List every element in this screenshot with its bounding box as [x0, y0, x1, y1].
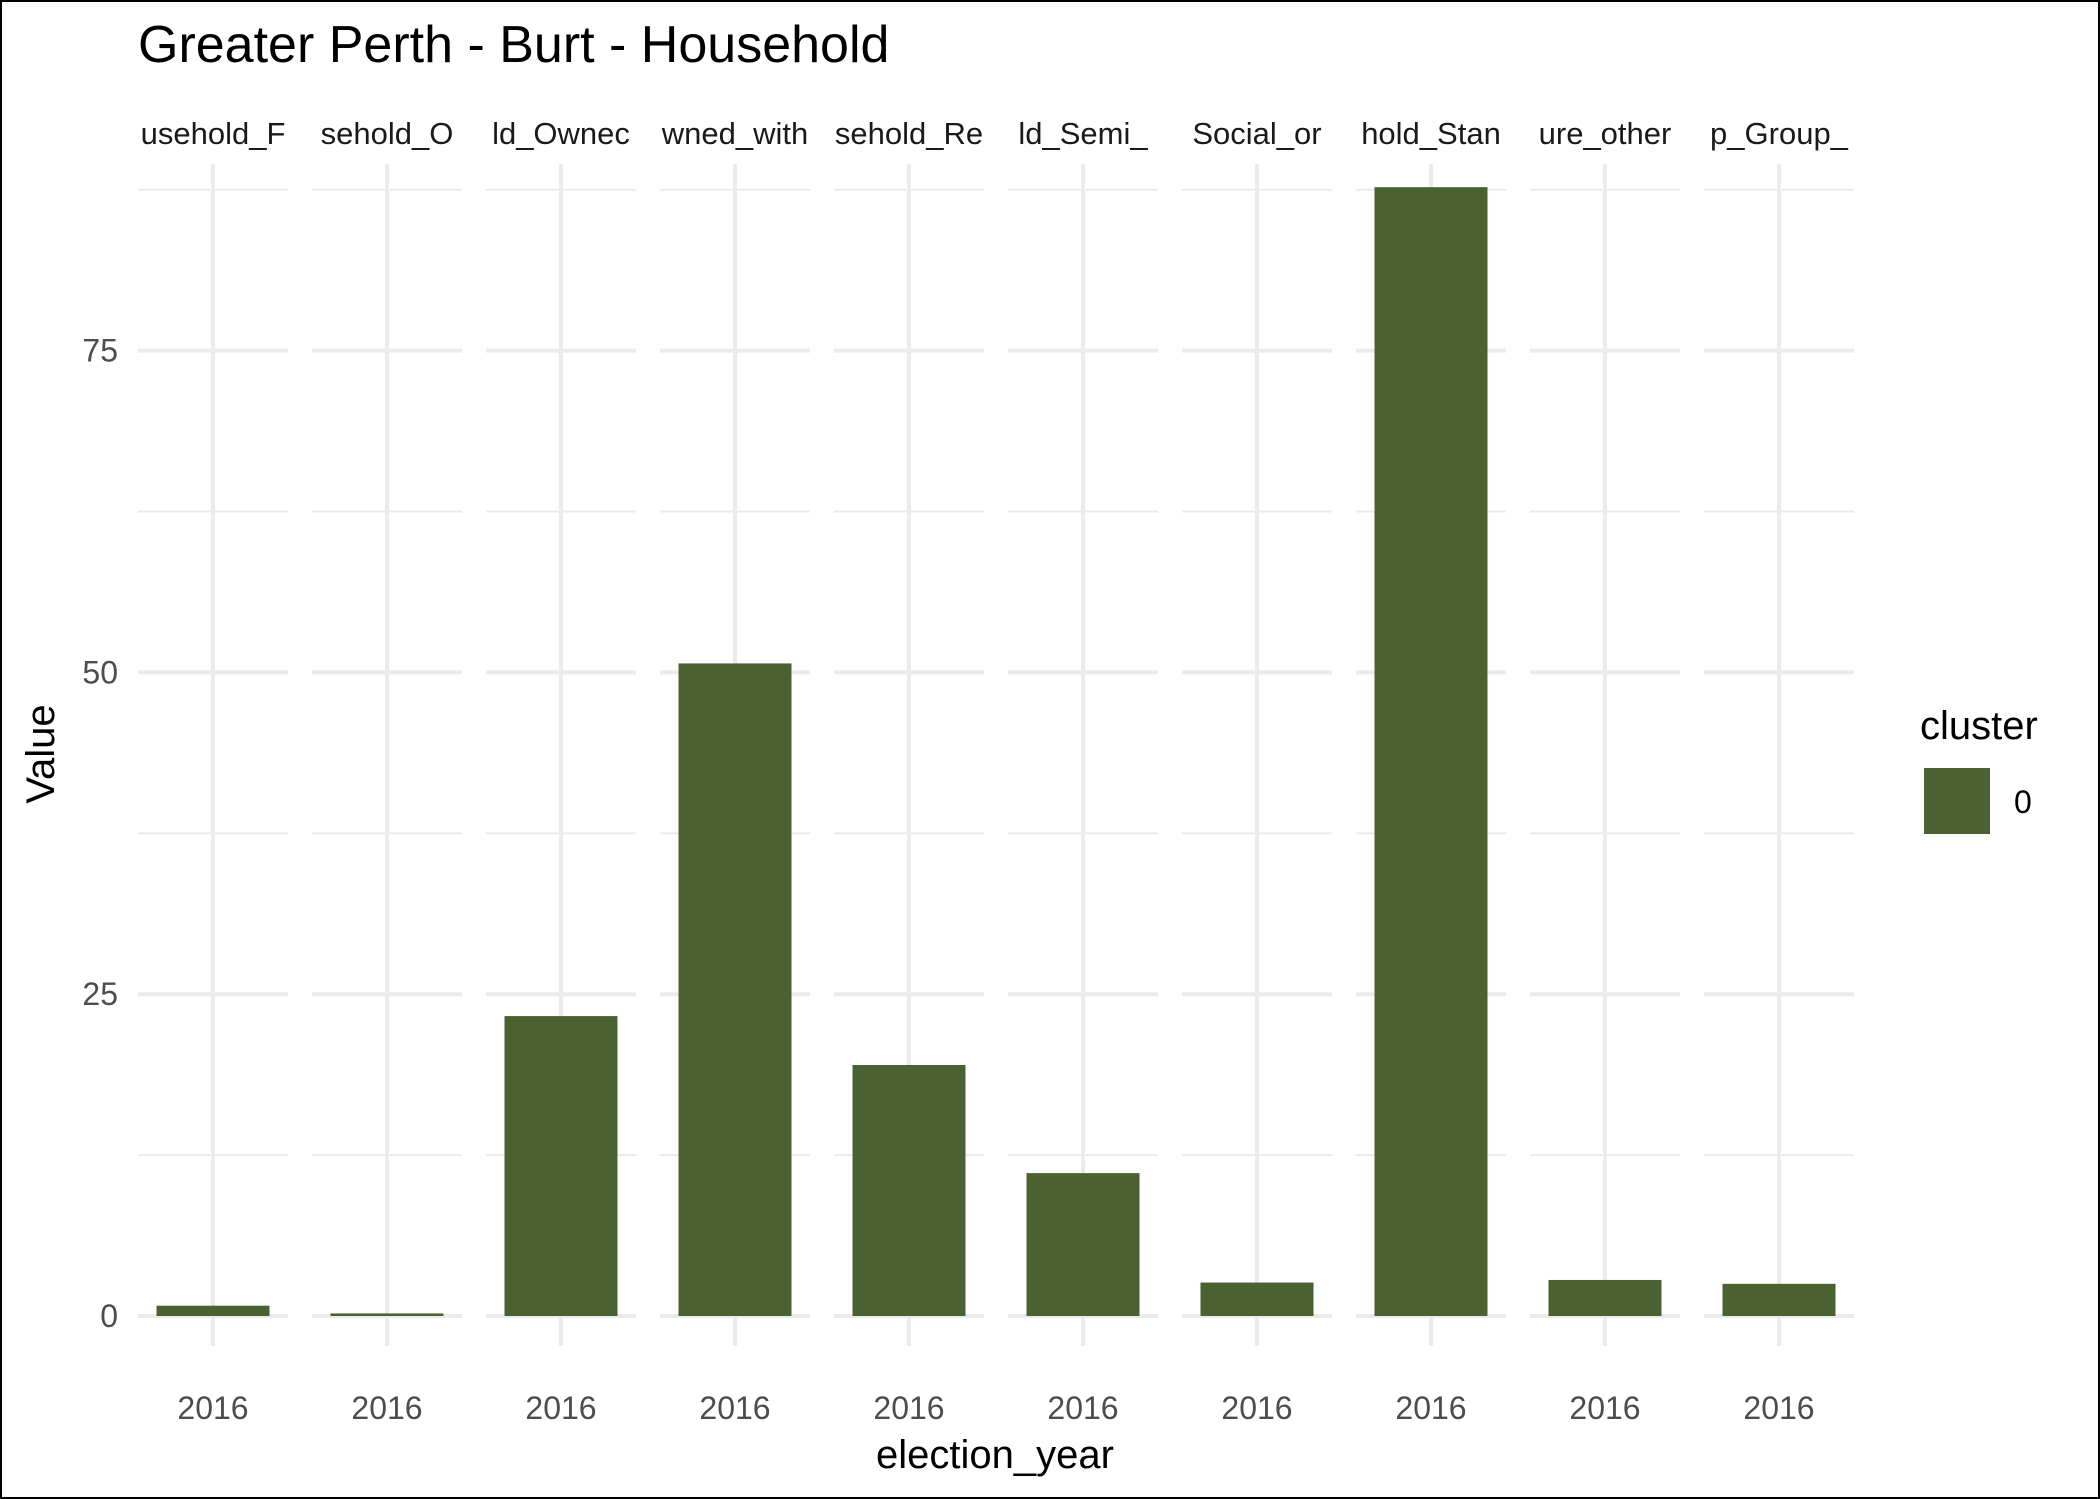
- bar: [504, 1016, 618, 1316]
- x-tick-label: 2016: [1221, 1390, 1292, 1426]
- facet-strip-label: ld_Ownec: [492, 116, 630, 151]
- facet-strip-label: sehold_O: [321, 116, 454, 151]
- facet-strip-label: usehold_F: [141, 116, 286, 151]
- x-tick-label: 2016: [1047, 1390, 1118, 1426]
- legend-title: cluster: [1920, 704, 2038, 748]
- facet-panel: usehold_F 2016: [138, 116, 288, 1426]
- facet-strip-label: sehold_Re: [835, 116, 983, 151]
- bar: [1026, 1173, 1140, 1316]
- facet-panel: p_Group_ 2016: [1704, 116, 1854, 1426]
- x-tick-label: 2016: [525, 1390, 596, 1426]
- bar: [678, 663, 792, 1316]
- legend: cluster 0: [1920, 704, 2038, 834]
- facet-panel: ld_Semi_ 2016: [1008, 116, 1158, 1426]
- facet-strip-label: p_Group_: [1710, 116, 1849, 151]
- x-tick-label: 2016: [1395, 1390, 1466, 1426]
- facet-panel: ure_other 2016: [1530, 116, 1680, 1426]
- facet-panel: sehold_Re 2016: [834, 116, 984, 1426]
- y-axis-title: Value: [19, 704, 63, 803]
- bar: [1722, 1283, 1836, 1316]
- facet-strip-label: Social_or: [1192, 116, 1321, 151]
- facet-panel: Social_or 2016: [1182, 116, 1332, 1426]
- x-tick-label: 2016: [699, 1390, 770, 1426]
- x-axis-title: election_year: [876, 1433, 1114, 1477]
- bar: [1548, 1279, 1662, 1316]
- y-tick-label: 50: [82, 654, 118, 690]
- bar: [330, 1313, 444, 1316]
- bar: [1200, 1282, 1314, 1316]
- chart-title: Greater Perth - Burt - Household: [138, 16, 889, 74]
- x-tick-label: 2016: [177, 1390, 248, 1426]
- facet-panel: sehold_O 2016: [312, 116, 462, 1426]
- y-tick-label: 25: [82, 976, 118, 1012]
- x-tick-label: 2016: [351, 1390, 422, 1426]
- facet-strip-label: wned_with: [661, 116, 808, 151]
- facet-panel: wned_with 2016: [660, 116, 810, 1426]
- facet-strip-label: ld_Semi_: [1018, 116, 1148, 151]
- facet-strip-label: ure_other: [1539, 116, 1672, 151]
- bar: [156, 1305, 270, 1316]
- legend-label: 0: [2014, 784, 2032, 820]
- y-tick-label: 75: [82, 333, 118, 369]
- bar: [1374, 187, 1488, 1317]
- x-tick-label: 2016: [1743, 1390, 1814, 1426]
- x-tick-label: 2016: [873, 1390, 944, 1426]
- y-tick-label: 0: [100, 1298, 118, 1334]
- facet-strip-label: hold_Stan: [1361, 116, 1501, 151]
- facet-panel: hold_Stan 2016: [1356, 116, 1506, 1426]
- bar: [852, 1065, 966, 1316]
- legend-key: [1924, 768, 1990, 834]
- x-tick-label: 2016: [1569, 1390, 1640, 1426]
- facet-panel: ld_Ownec 2016: [486, 116, 636, 1426]
